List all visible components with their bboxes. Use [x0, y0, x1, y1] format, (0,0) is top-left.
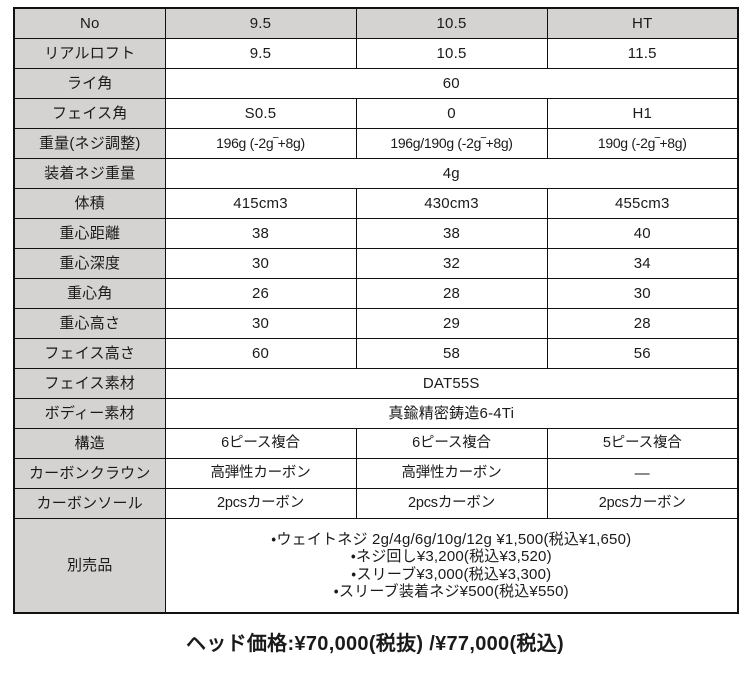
specification-table: No 9.5 10.5 HT リアルロフト 9.5 10.5 11.5 ライ角 60 フェイ…: [13, 7, 739, 614]
accessories-row: 別売品 ・ウェイトネジ 2g/4g/6g/10g/12g ¥1,500(税込¥1,…: [13, 518, 739, 614]
table-row: 重心高さ 30 29 28: [13, 308, 739, 339]
table-row: フェイス高さ 60 58 56: [13, 338, 739, 369]
accessory-item: ・ネジ回し¥3,200(税込¥3,520): [350, 548, 552, 566]
accessories-label: 別売品: [13, 518, 166, 614]
row-value: 0: [355, 98, 548, 129]
row-value: 6ピース複合: [164, 428, 357, 459]
row-value: —: [546, 458, 739, 489]
table-row: 重心距離 38 38 40: [13, 218, 739, 249]
row-value: 11.5: [546, 38, 739, 69]
row-label: フェイス角: [13, 98, 166, 129]
row-value: 32: [355, 248, 548, 279]
row-value-merged: 真鍮精密鋳造6-4Ti: [164, 398, 739, 429]
row-label: 装着ネジ重量: [13, 158, 166, 189]
row-value: 28: [546, 308, 739, 339]
header-label-cell: No: [13, 7, 166, 39]
row-value: 415cm3: [164, 188, 357, 219]
row-value: H1: [546, 98, 739, 129]
table-row: 装着ネジ重量 4g: [13, 158, 739, 189]
row-label: 体積: [13, 188, 166, 219]
row-value: 60: [164, 338, 357, 369]
row-label: 重量(ネジ調整): [13, 128, 166, 159]
row-value: 28: [355, 278, 548, 309]
accessory-item: ・ウェイトネジ 2g/4g/6g/10g/12g ¥1,500(税込¥1,650…: [271, 531, 632, 548]
table-header: No 9.5 10.5 HT: [13, 7, 739, 39]
table-row: カーボンクラウン 高弾性カーボン 高弾性カーボン —: [13, 458, 739, 489]
row-value: 26: [164, 278, 357, 309]
table-row: リアルロフト 9.5 10.5 11.5: [13, 38, 739, 69]
row-value: 40: [546, 218, 739, 249]
row-label: リアルロフト: [13, 38, 166, 69]
accessories-list: ・ウェイトネジ 2g/4g/6g/10g/12g ¥1,500(税込¥1,650…: [166, 531, 738, 600]
row-value: 56: [546, 338, 739, 369]
row-label: ボディー素材: [13, 398, 166, 429]
row-value: 2pcsカーボン: [355, 488, 548, 519]
row-value: 2pcsカーボン: [164, 488, 357, 519]
header-col-1: 9.5: [164, 7, 357, 39]
accessory-item: ・スリーブ装着ネジ¥500(税込¥550): [333, 582, 569, 600]
row-value: 29: [355, 308, 548, 339]
table-row: フェイス素材 DAT55S: [13, 368, 739, 399]
accessory-item: ・スリーブ¥3,000(税込¥3,300): [351, 565, 552, 583]
row-label: ライ角: [13, 68, 166, 99]
table-row: 重心角 26 28 30: [13, 278, 739, 309]
row-value-merged: 4g: [164, 158, 739, 189]
row-label: フェイス素材: [13, 368, 166, 399]
table-row: フェイス角 S0.5 0 H1: [13, 98, 739, 129]
row-value: 30: [164, 308, 357, 339]
table-row: 重心深度 30 32 34: [13, 248, 739, 279]
row-value: S0.5: [164, 98, 357, 129]
row-value: 38: [355, 218, 548, 249]
row-value: 196g (-2g‾+8g): [164, 128, 357, 159]
table-row: ライ角 60: [13, 68, 739, 99]
row-value: 190g (-2g‾+8g): [546, 128, 739, 159]
table-row: 構造 6ピース複合 6ピース複合 5ピース複合: [13, 428, 739, 459]
accessories-list-cell: ・ウェイトネジ 2g/4g/6g/10g/12g ¥1,500(税込¥1,650…: [164, 518, 739, 614]
row-label: フェイス高さ: [13, 338, 166, 369]
row-label: 重心高さ: [13, 308, 166, 339]
row-value: 455cm3: [546, 188, 739, 219]
row-label: 構造: [13, 428, 166, 459]
row-value: 58: [355, 338, 548, 369]
table-row: 体積 415cm3 430cm3 455cm3: [13, 188, 739, 219]
table-row: カーボンソール 2pcsカーボン 2pcsカーボン 2pcsカーボン: [13, 488, 739, 519]
row-value: 38: [164, 218, 357, 249]
table-body: リアルロフト 9.5 10.5 11.5 ライ角 60 フェイス角 S0.5 0 H1 重量(ネジ調…: [13, 38, 739, 614]
table-row: 重量(ネジ調整) 196g (-2g‾+8g) 196g/190g (-2g‾+8g…: [13, 128, 739, 159]
row-value: 196g/190g (-2g‾+8g): [355, 128, 548, 159]
row-value-merged: 60: [164, 68, 739, 99]
row-value: 6ピース複合: [355, 428, 548, 459]
row-label: 重心角: [13, 278, 166, 309]
row-value: 30: [546, 278, 739, 309]
row-value: 2pcsカーボン: [546, 488, 739, 519]
row-value-merged: DAT55S: [164, 368, 739, 399]
table-row: ボディー素材 真鍮精密鋳造6-4Ti: [13, 398, 739, 429]
row-label: カーボンソール: [13, 488, 166, 519]
header-col-3: HT: [546, 7, 739, 39]
row-value: 高弾性カーボン: [355, 458, 548, 489]
row-value: 30: [164, 248, 357, 279]
row-value: 430cm3: [355, 188, 548, 219]
row-label: 重心深度: [13, 248, 166, 279]
header-col-2: 10.5: [355, 7, 548, 39]
row-label: カーボンクラウン: [13, 458, 166, 489]
header-row: No 9.5 10.5 HT: [13, 7, 739, 39]
row-value: 10.5: [355, 38, 548, 69]
row-value: 5ピース複合: [546, 428, 739, 459]
head-price-footer: ヘッド価格:¥70,000(税抜) /¥77,000(税込): [185, 633, 564, 655]
row-value: 高弾性カーボン: [164, 458, 357, 489]
row-value: 34: [546, 248, 739, 279]
row-value: 9.5: [164, 38, 357, 69]
row-label: 重心距離: [13, 218, 166, 249]
